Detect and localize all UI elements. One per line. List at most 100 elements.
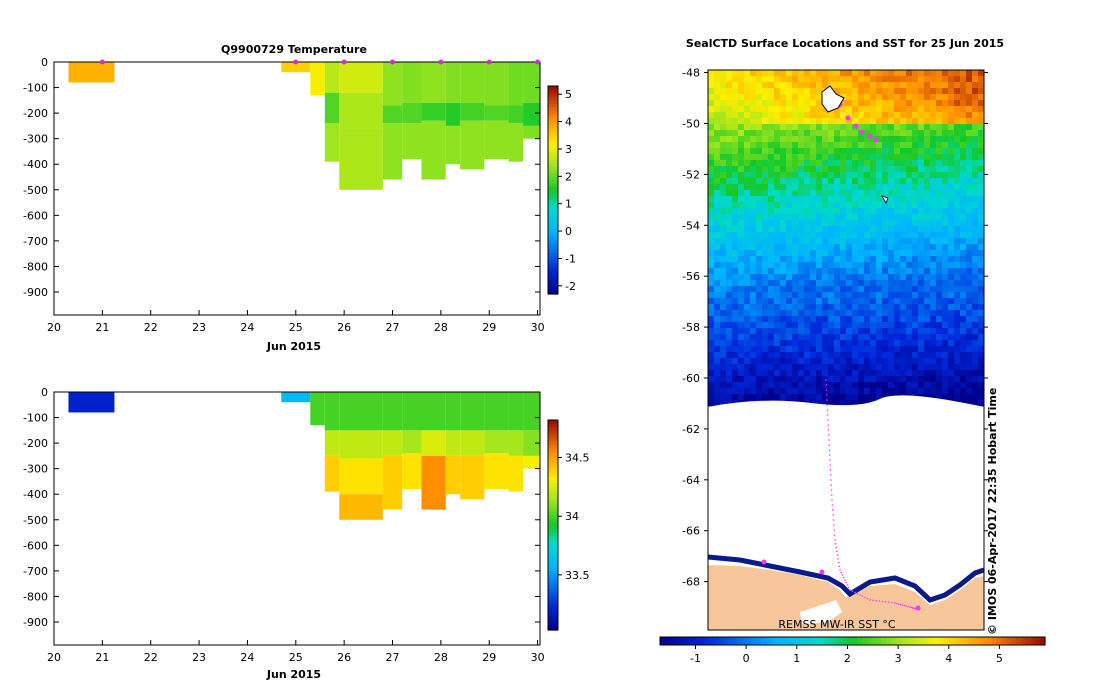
sst-cell [840, 106, 847, 113]
sst-cell [978, 400, 984, 407]
sst-cell [816, 214, 823, 221]
sst-cell [750, 214, 757, 221]
sst-cell [792, 214, 799, 221]
sst-cell [822, 202, 829, 209]
sst-cell [966, 166, 973, 173]
sst-cell [798, 232, 805, 239]
sst-cell [870, 256, 877, 263]
sst-cell [798, 202, 805, 209]
sst-cell [912, 316, 919, 323]
sst-cell [948, 172, 955, 179]
sst-cell [780, 322, 787, 329]
sst-cell [834, 166, 841, 173]
sst-cell [786, 226, 793, 233]
colorbar-tick-label: 4 [565, 116, 572, 129]
sst-cell [720, 124, 727, 131]
sst-cell [792, 70, 799, 77]
sst-cell [810, 328, 817, 335]
sst-cell [792, 100, 799, 107]
sst-cell [882, 346, 889, 353]
sst-cell [720, 220, 727, 227]
sst-cell [726, 202, 733, 209]
sst-cell [738, 328, 745, 335]
y-tick-label: -200 [23, 107, 48, 120]
sst-cell [900, 112, 907, 119]
colorbar-segment [548, 469, 558, 474]
sst-cell [876, 112, 883, 119]
sst-cell [762, 196, 769, 203]
sst-cell [834, 376, 841, 383]
sst-cell [840, 238, 847, 245]
colorbar-segment [548, 525, 558, 530]
sst-cell [966, 292, 973, 299]
colorbar-segment [548, 563, 558, 568]
sst-cell [900, 388, 907, 395]
sst-cell [846, 124, 853, 131]
sst-cell [828, 160, 835, 167]
sst-cell [858, 316, 865, 323]
sst-cell [792, 238, 799, 245]
sst-cell [840, 208, 847, 215]
colorbar-segment [548, 420, 558, 425]
sst-cell [768, 88, 775, 95]
sst-cell [714, 166, 721, 173]
colorbar-segment [548, 210, 558, 215]
sst-cell [720, 388, 727, 395]
sst-cell [924, 322, 931, 329]
lat-tick-label: -48 [682, 67, 700, 80]
sst-cell [942, 328, 949, 335]
sst-cell [810, 70, 817, 77]
y-tick-label: -500 [23, 514, 48, 527]
sst-cell [792, 208, 799, 215]
sst-cell [792, 190, 799, 197]
sst-cell [954, 76, 961, 83]
sst-cell [888, 208, 895, 215]
sst-cell [948, 100, 955, 107]
sst-cell [750, 286, 757, 293]
sst-cell [894, 274, 901, 281]
sst-cell [738, 304, 745, 311]
sst-cell [960, 334, 967, 341]
sst-cell [918, 352, 925, 359]
sst-cell [978, 352, 984, 359]
colorbar-segment [548, 113, 558, 118]
sst-cell [804, 328, 811, 335]
sst-cell [798, 70, 805, 77]
sst-cell [966, 142, 973, 149]
sst-cell [954, 190, 961, 197]
sst-cell [720, 262, 727, 269]
sst-cell [894, 358, 901, 365]
sst-cell [966, 100, 973, 107]
colorbar-segment [866, 637, 873, 645]
colorbar-tick-label: 2 [565, 170, 572, 183]
sst-cell [744, 334, 751, 341]
colorbar-tick-label: 33.5 [565, 569, 590, 582]
sst-cell [708, 166, 715, 173]
sst-cell [918, 76, 925, 83]
sst-cell [780, 316, 787, 323]
sst-cell [876, 346, 883, 353]
antarctica-land [708, 565, 984, 630]
sst-cell [858, 76, 865, 83]
sst-cell [870, 334, 877, 341]
sst-cell [954, 394, 961, 401]
sst-cell [864, 70, 871, 77]
colorbar-segment [548, 283, 558, 288]
sst-cell [780, 106, 787, 113]
sst-cell [954, 166, 961, 173]
sst-cell [804, 160, 811, 167]
sst-cell [732, 286, 739, 293]
sst-cell [900, 214, 907, 221]
sst-map-title: SealCTD Surface Locations and SST for 25… [686, 37, 1004, 50]
sst-cell [816, 82, 823, 89]
sst-cell [840, 100, 847, 107]
sst-cell [936, 172, 943, 179]
sst-cell [726, 340, 733, 347]
sst-cell [750, 76, 757, 83]
sst-cell [714, 112, 721, 119]
sst-cell [756, 160, 763, 167]
sst-cell [942, 232, 949, 239]
colorbar-segment [548, 542, 558, 547]
sst-cell [768, 214, 775, 221]
